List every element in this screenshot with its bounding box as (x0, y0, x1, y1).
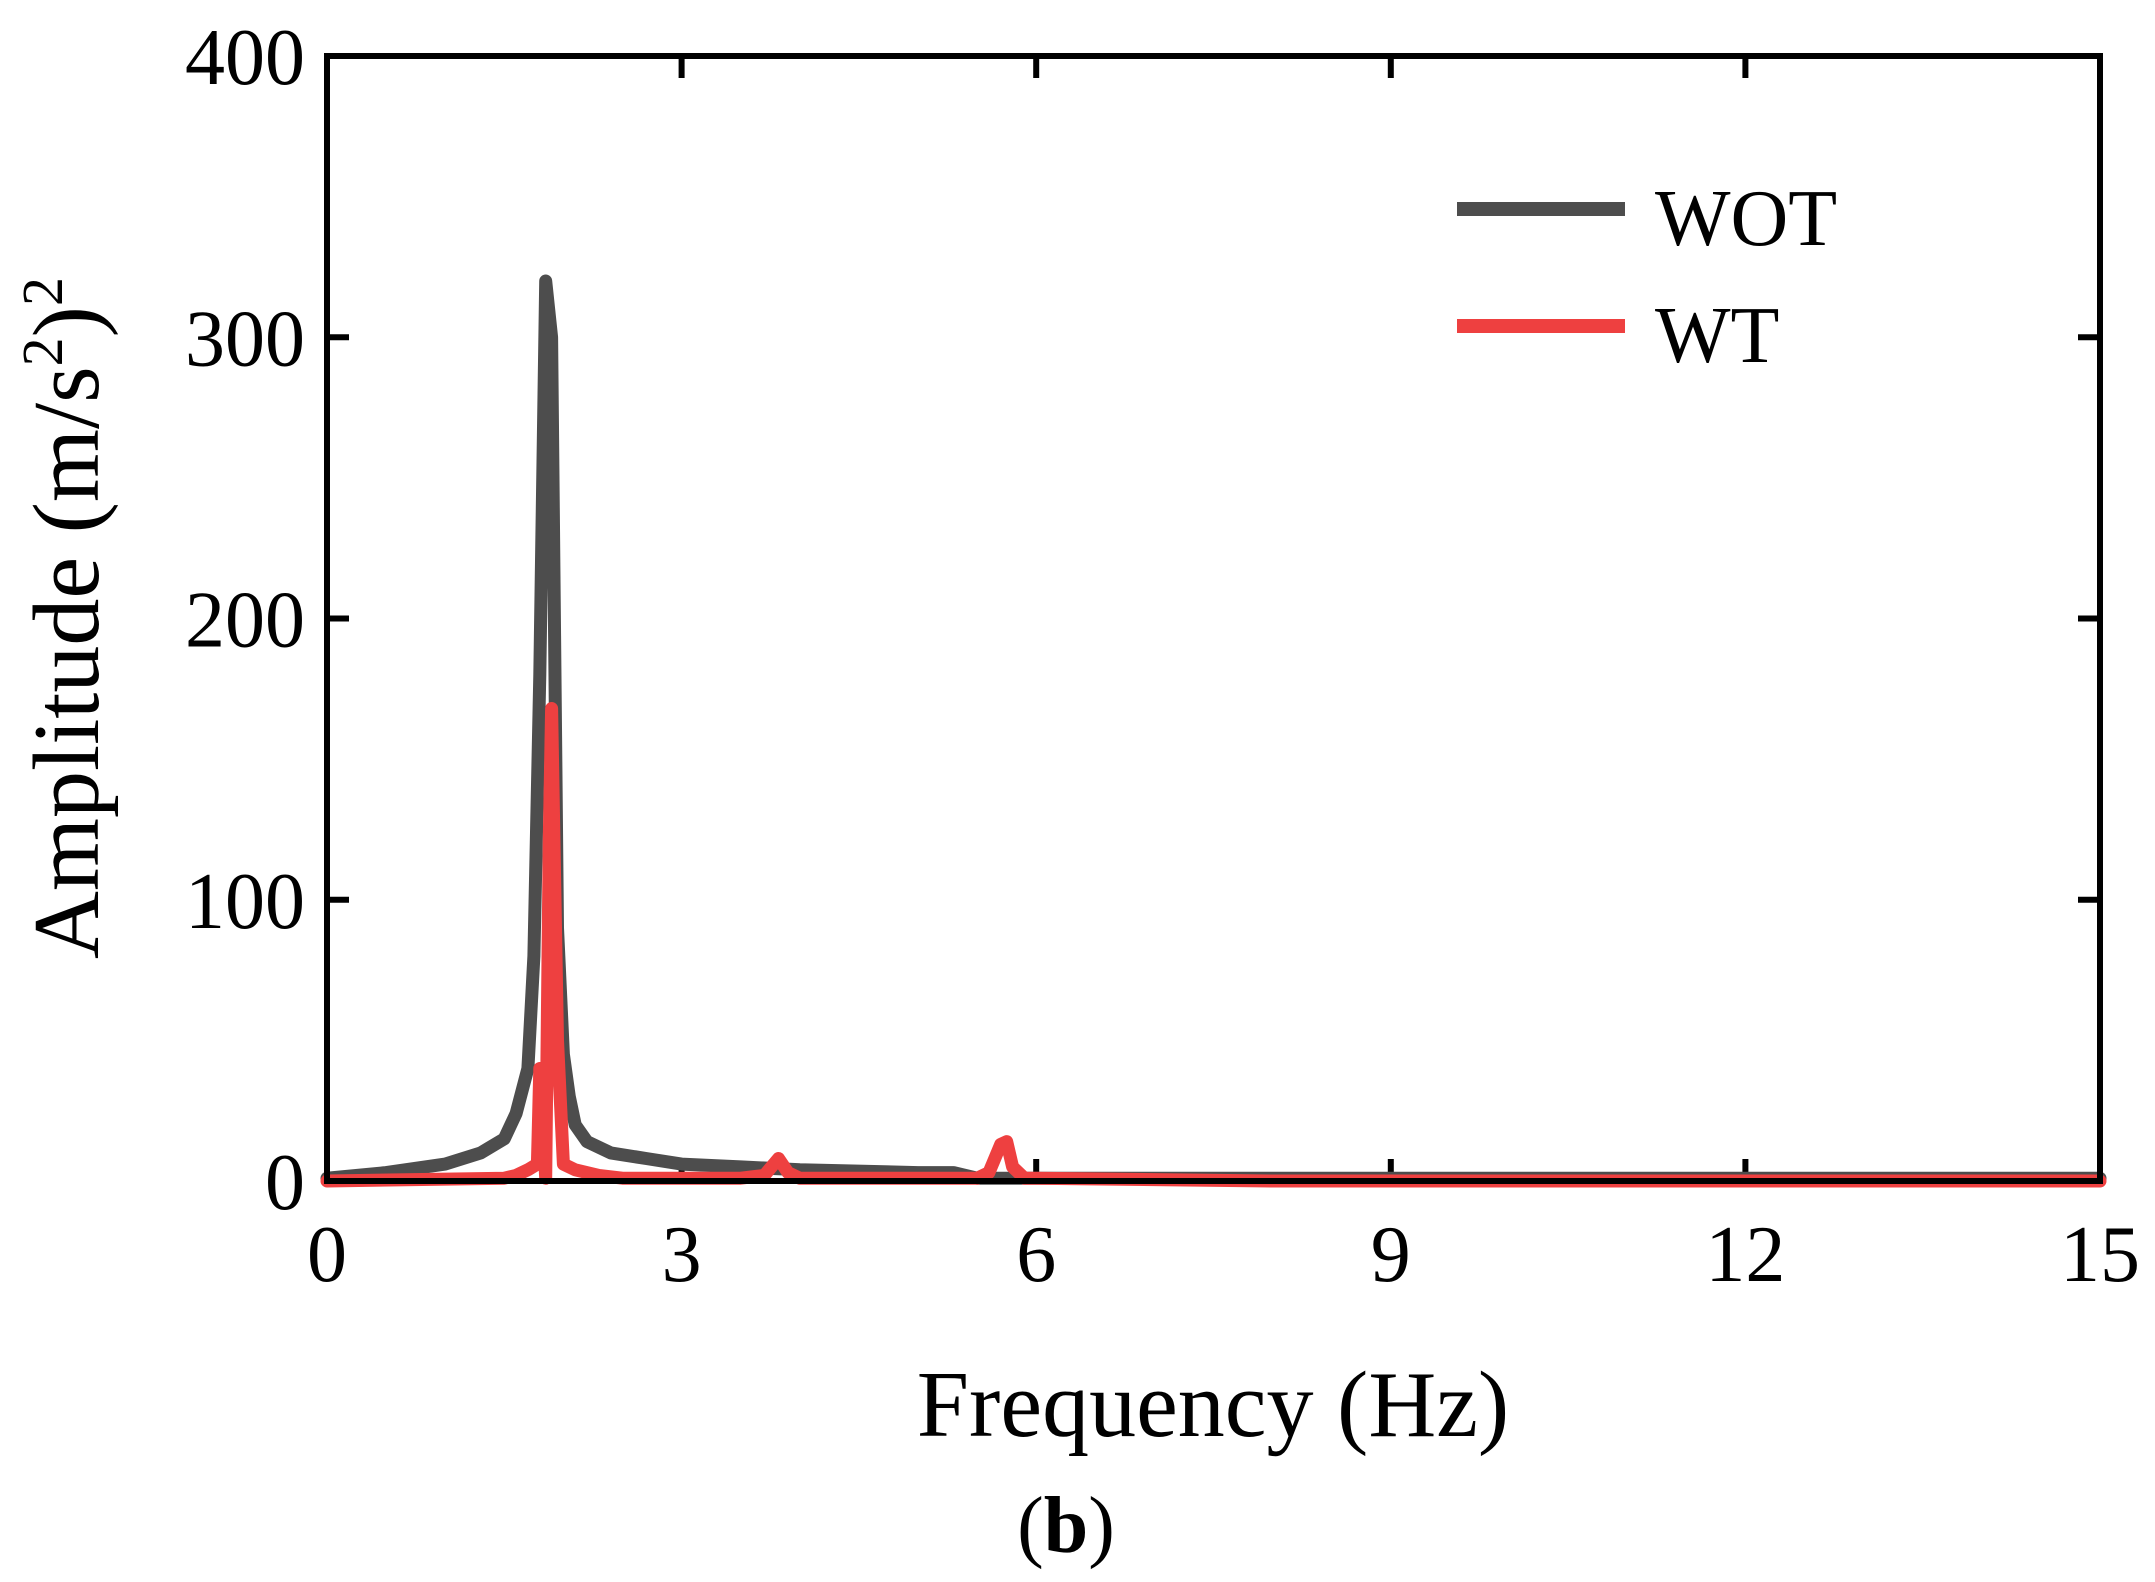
x-tick-label: 0 (307, 1211, 347, 1299)
x-axis-title: Frequency (Hz) (917, 1353, 1509, 1457)
y-tick-label: 100 (185, 858, 305, 946)
y-tick-label: 400 (185, 14, 305, 102)
legend-label-wt: WT (1655, 292, 1779, 380)
y-tick-label: 0 (265, 1139, 305, 1227)
legend: WOT WT (1457, 175, 1837, 380)
x-tick-label: 9 (1371, 1211, 1411, 1299)
plot-frame (324, 53, 2103, 1184)
panel-label-close: ) (1088, 1482, 1115, 1570)
x-tick-label: 6 (1016, 1211, 1056, 1299)
panel-label-letter: b (1044, 1482, 1089, 1570)
x-tick-labels: 0 3 6 9 12 15 (307, 1211, 2140, 1299)
panel-label-open: ( (1017, 1482, 1044, 1570)
series-layer (320, 274, 2107, 1188)
series-line-wt (320, 702, 2107, 1188)
y-axis-title-superscript-inner: 2 (10, 337, 75, 366)
y-tick-labels: 0 100 200 300 400 (185, 14, 305, 1227)
x-tick-label: 12 (1705, 1211, 1785, 1299)
y-axis-title-close-paren: ) (15, 306, 119, 337)
panel-label: (b) (1017, 1482, 1115, 1570)
y-tick-label: 300 (185, 295, 305, 383)
series-line-wot (320, 274, 2107, 1185)
x-tick-label: 15 (2060, 1211, 2140, 1299)
y-axis-title-main: Amplitude (m/s (15, 366, 119, 959)
y-axis-title: Amplitude (m/s2)2 (10, 277, 119, 959)
y-axis-title-superscript-outer: 2 (10, 277, 75, 306)
y-tick-label: 200 (185, 577, 305, 665)
x-tick-label: 3 (662, 1211, 702, 1299)
legend-label-wot: WOT (1655, 175, 1837, 263)
axis-ticks (327, 56, 2100, 1181)
